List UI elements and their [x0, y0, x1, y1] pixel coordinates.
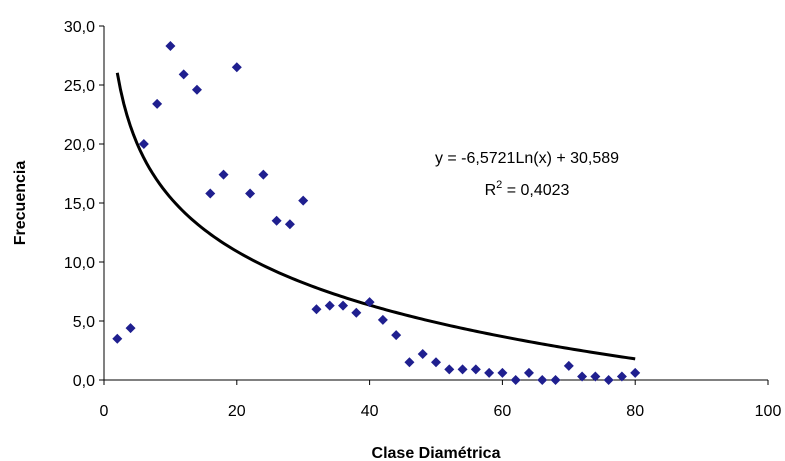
x-tick-label: 60 — [494, 403, 512, 420]
data-point — [165, 41, 176, 52]
data-point — [523, 367, 534, 378]
data-point — [284, 219, 295, 230]
y-ticks: 0,0 5,0 10,0 15,0 20,0 25,0 30,0 — [64, 19, 104, 390]
y-tick-label: 10,0 — [64, 255, 95, 272]
data-point — [497, 367, 508, 378]
x-tick-label: 40 — [361, 403, 379, 420]
data-point — [231, 62, 242, 73]
x-axis-title: Clase Diamétrica — [372, 445, 501, 461]
y-tick-label: 0,0 — [73, 373, 95, 390]
r-squared-label: R2 = 0,4023 — [485, 179, 570, 199]
y-axis-title: Frecuencia — [12, 161, 29, 246]
trendline-equation: y = -6,5721Ln(x) + 30,589 — [435, 150, 619, 167]
data-point — [298, 195, 309, 206]
y-tick-label: 30,0 — [64, 19, 95, 36]
data-point — [470, 364, 481, 375]
data-point — [550, 375, 561, 385]
data-points — [112, 41, 641, 385]
trendline-group — [115, 72, 636, 361]
data-point — [457, 364, 468, 375]
x-tick-label: 20 — [228, 403, 246, 420]
data-point — [245, 188, 256, 199]
data-point — [590, 371, 601, 382]
data-point — [125, 323, 136, 334]
data-point — [417, 349, 428, 360]
data-point — [152, 98, 163, 109]
data-point — [577, 371, 588, 382]
x-tick-label: 100 — [755, 403, 782, 420]
data-point — [431, 357, 441, 368]
y-tick-label: 15,0 — [64, 196, 95, 213]
data-point — [563, 360, 574, 371]
data-point — [138, 139, 149, 149]
data-point — [537, 375, 548, 385]
data-point — [364, 297, 375, 308]
trendline — [115, 72, 636, 361]
data-point — [205, 188, 216, 199]
data-point — [112, 333, 123, 344]
y-tick-label: 20,0 — [64, 137, 95, 154]
y-tick-label: 25,0 — [64, 78, 95, 95]
data-point — [603, 375, 614, 385]
data-point — [510, 375, 521, 385]
data-point — [338, 300, 349, 311]
y-tick-label: 5,0 — [73, 314, 95, 331]
data-point — [191, 84, 202, 95]
data-point — [377, 314, 388, 325]
data-point — [351, 307, 362, 318]
data-point — [484, 367, 495, 378]
data-point — [271, 215, 282, 226]
x-tick-label: 80 — [626, 403, 644, 420]
data-point — [404, 357, 415, 368]
data-point — [444, 364, 455, 375]
data-point — [616, 371, 627, 382]
data-point — [324, 300, 335, 311]
data-point — [630, 367, 641, 378]
axes — [103, 26, 768, 381]
data-point — [258, 169, 269, 180]
data-point — [311, 304, 322, 315]
data-point — [178, 69, 189, 80]
x-ticks: 0 20 40 60 80 100 — [100, 380, 782, 420]
x-tick-label: 0 — [100, 403, 109, 420]
data-point — [218, 169, 229, 180]
data-point — [391, 330, 402, 341]
